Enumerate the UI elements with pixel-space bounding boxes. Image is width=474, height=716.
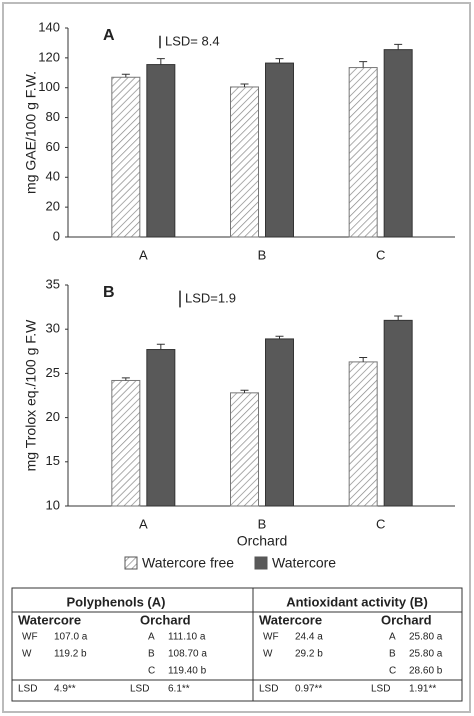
- x-tick-label: C: [376, 516, 385, 531]
- table-cell: 28.60 b: [409, 666, 443, 677]
- error-bar: [394, 43, 403, 50]
- table-cell: C: [148, 666, 155, 677]
- table-cell: LSD: [130, 684, 149, 695]
- table-header: Watercore: [18, 612, 81, 627]
- panel-label: B: [103, 284, 115, 301]
- table-cell: 0.97**: [295, 684, 322, 695]
- table-section-title: Polyphenols (A): [67, 594, 166, 609]
- bar: [348, 67, 378, 238]
- y-axis-title: mg GAE/100 g F.W.: [23, 71, 39, 194]
- x-tick-label: B: [258, 247, 267, 262]
- y-tick-label: 120: [38, 49, 60, 64]
- bar: [146, 349, 176, 507]
- y-axis-title: mg Trolox eq./100 g F.W: [23, 319, 39, 472]
- table-cell: LSD: [371, 684, 390, 695]
- y-tick-label: 15: [46, 453, 60, 468]
- bar: [383, 319, 413, 507]
- table-cell: A: [389, 632, 396, 643]
- error-bar: [156, 343, 165, 350]
- y-tick-label: 20: [46, 199, 60, 214]
- x-tick-label: A: [139, 247, 148, 262]
- bar: [383, 49, 413, 238]
- x-axis-title: Orchard: [237, 533, 288, 549]
- lsd-label: LSD= 8.4: [165, 33, 220, 48]
- table-cell: W: [263, 649, 273, 660]
- table-cell: 24.4 a: [295, 632, 323, 643]
- y-tick-label: 10: [46, 497, 60, 512]
- x-tick-label: B: [258, 516, 267, 531]
- table-cell: 111.10 a: [168, 632, 206, 643]
- x-tick-label: A: [139, 516, 148, 531]
- table-section-title: Antioxidant activity (B): [286, 594, 428, 609]
- error-bar: [359, 61, 368, 68]
- bar: [230, 86, 259, 238]
- table-cell: 29.2 b: [295, 649, 323, 660]
- table-cell: 4.9**: [54, 684, 76, 695]
- table-cell: 6.1**: [168, 684, 190, 695]
- table-cell: LSD: [259, 684, 278, 695]
- table-cell: W: [22, 649, 32, 660]
- table-cell: WF: [263, 632, 279, 643]
- table-cell: 119.40 b: [168, 666, 207, 677]
- y-tick-label: 60: [46, 139, 60, 154]
- table-cell: B: [148, 649, 155, 660]
- y-tick-label: 30: [46, 321, 60, 336]
- table-cell: A: [148, 632, 155, 643]
- bar: [265, 62, 294, 238]
- x-tick-label: C: [376, 247, 385, 262]
- y-tick-label: 20: [46, 409, 60, 424]
- error-bar: [121, 73, 130, 78]
- y-tick-label: 0: [53, 228, 60, 243]
- table-cell: 25.80 a: [409, 632, 443, 643]
- table-cell: WF: [22, 632, 38, 643]
- error-bar: [275, 58, 284, 64]
- table-cell: 108.70 a: [168, 649, 207, 660]
- table-cell: 119.2 b: [54, 649, 87, 660]
- error-bar: [156, 58, 165, 65]
- bar: [348, 361, 378, 507]
- bar: [230, 392, 259, 507]
- table-header: Watercore: [259, 612, 322, 627]
- bar: [146, 64, 176, 238]
- y-tick-label: 140: [38, 19, 60, 34]
- table-cell: 1.91**: [409, 684, 436, 695]
- table-header: Orchard: [381, 612, 432, 627]
- table-cell: 25.80 a: [409, 649, 443, 660]
- table-header: Orchard: [140, 612, 191, 627]
- legend-label: Watercore free: [142, 555, 234, 571]
- y-tick-label: 25: [46, 365, 60, 380]
- lsd-label: LSD=1.9: [185, 290, 236, 305]
- table-cell: C: [389, 666, 396, 677]
- error-bar: [275, 335, 284, 339]
- error-bar: [121, 377, 130, 381]
- error-bar: [240, 83, 249, 87]
- y-tick-label: 100: [38, 79, 60, 94]
- bar: [111, 379, 141, 507]
- table-cell: B: [389, 649, 396, 660]
- table-cell: LSD: [18, 684, 37, 695]
- legend-swatch: [124, 556, 138, 570]
- error-bar: [394, 315, 403, 321]
- error-bar: [359, 356, 368, 362]
- bar: [111, 76, 141, 238]
- y-tick-label: 35: [46, 276, 60, 291]
- y-tick-label: 80: [46, 109, 60, 124]
- y-tick-label: 40: [46, 169, 60, 184]
- bar: [265, 338, 294, 507]
- error-bar: [240, 389, 249, 393]
- legend-swatch: [254, 556, 268, 570]
- table-frame: [11, 587, 463, 702]
- legend-label: Watercore: [272, 555, 336, 571]
- panel-label: A: [103, 27, 115, 44]
- table-cell: 107.0 a: [54, 632, 88, 643]
